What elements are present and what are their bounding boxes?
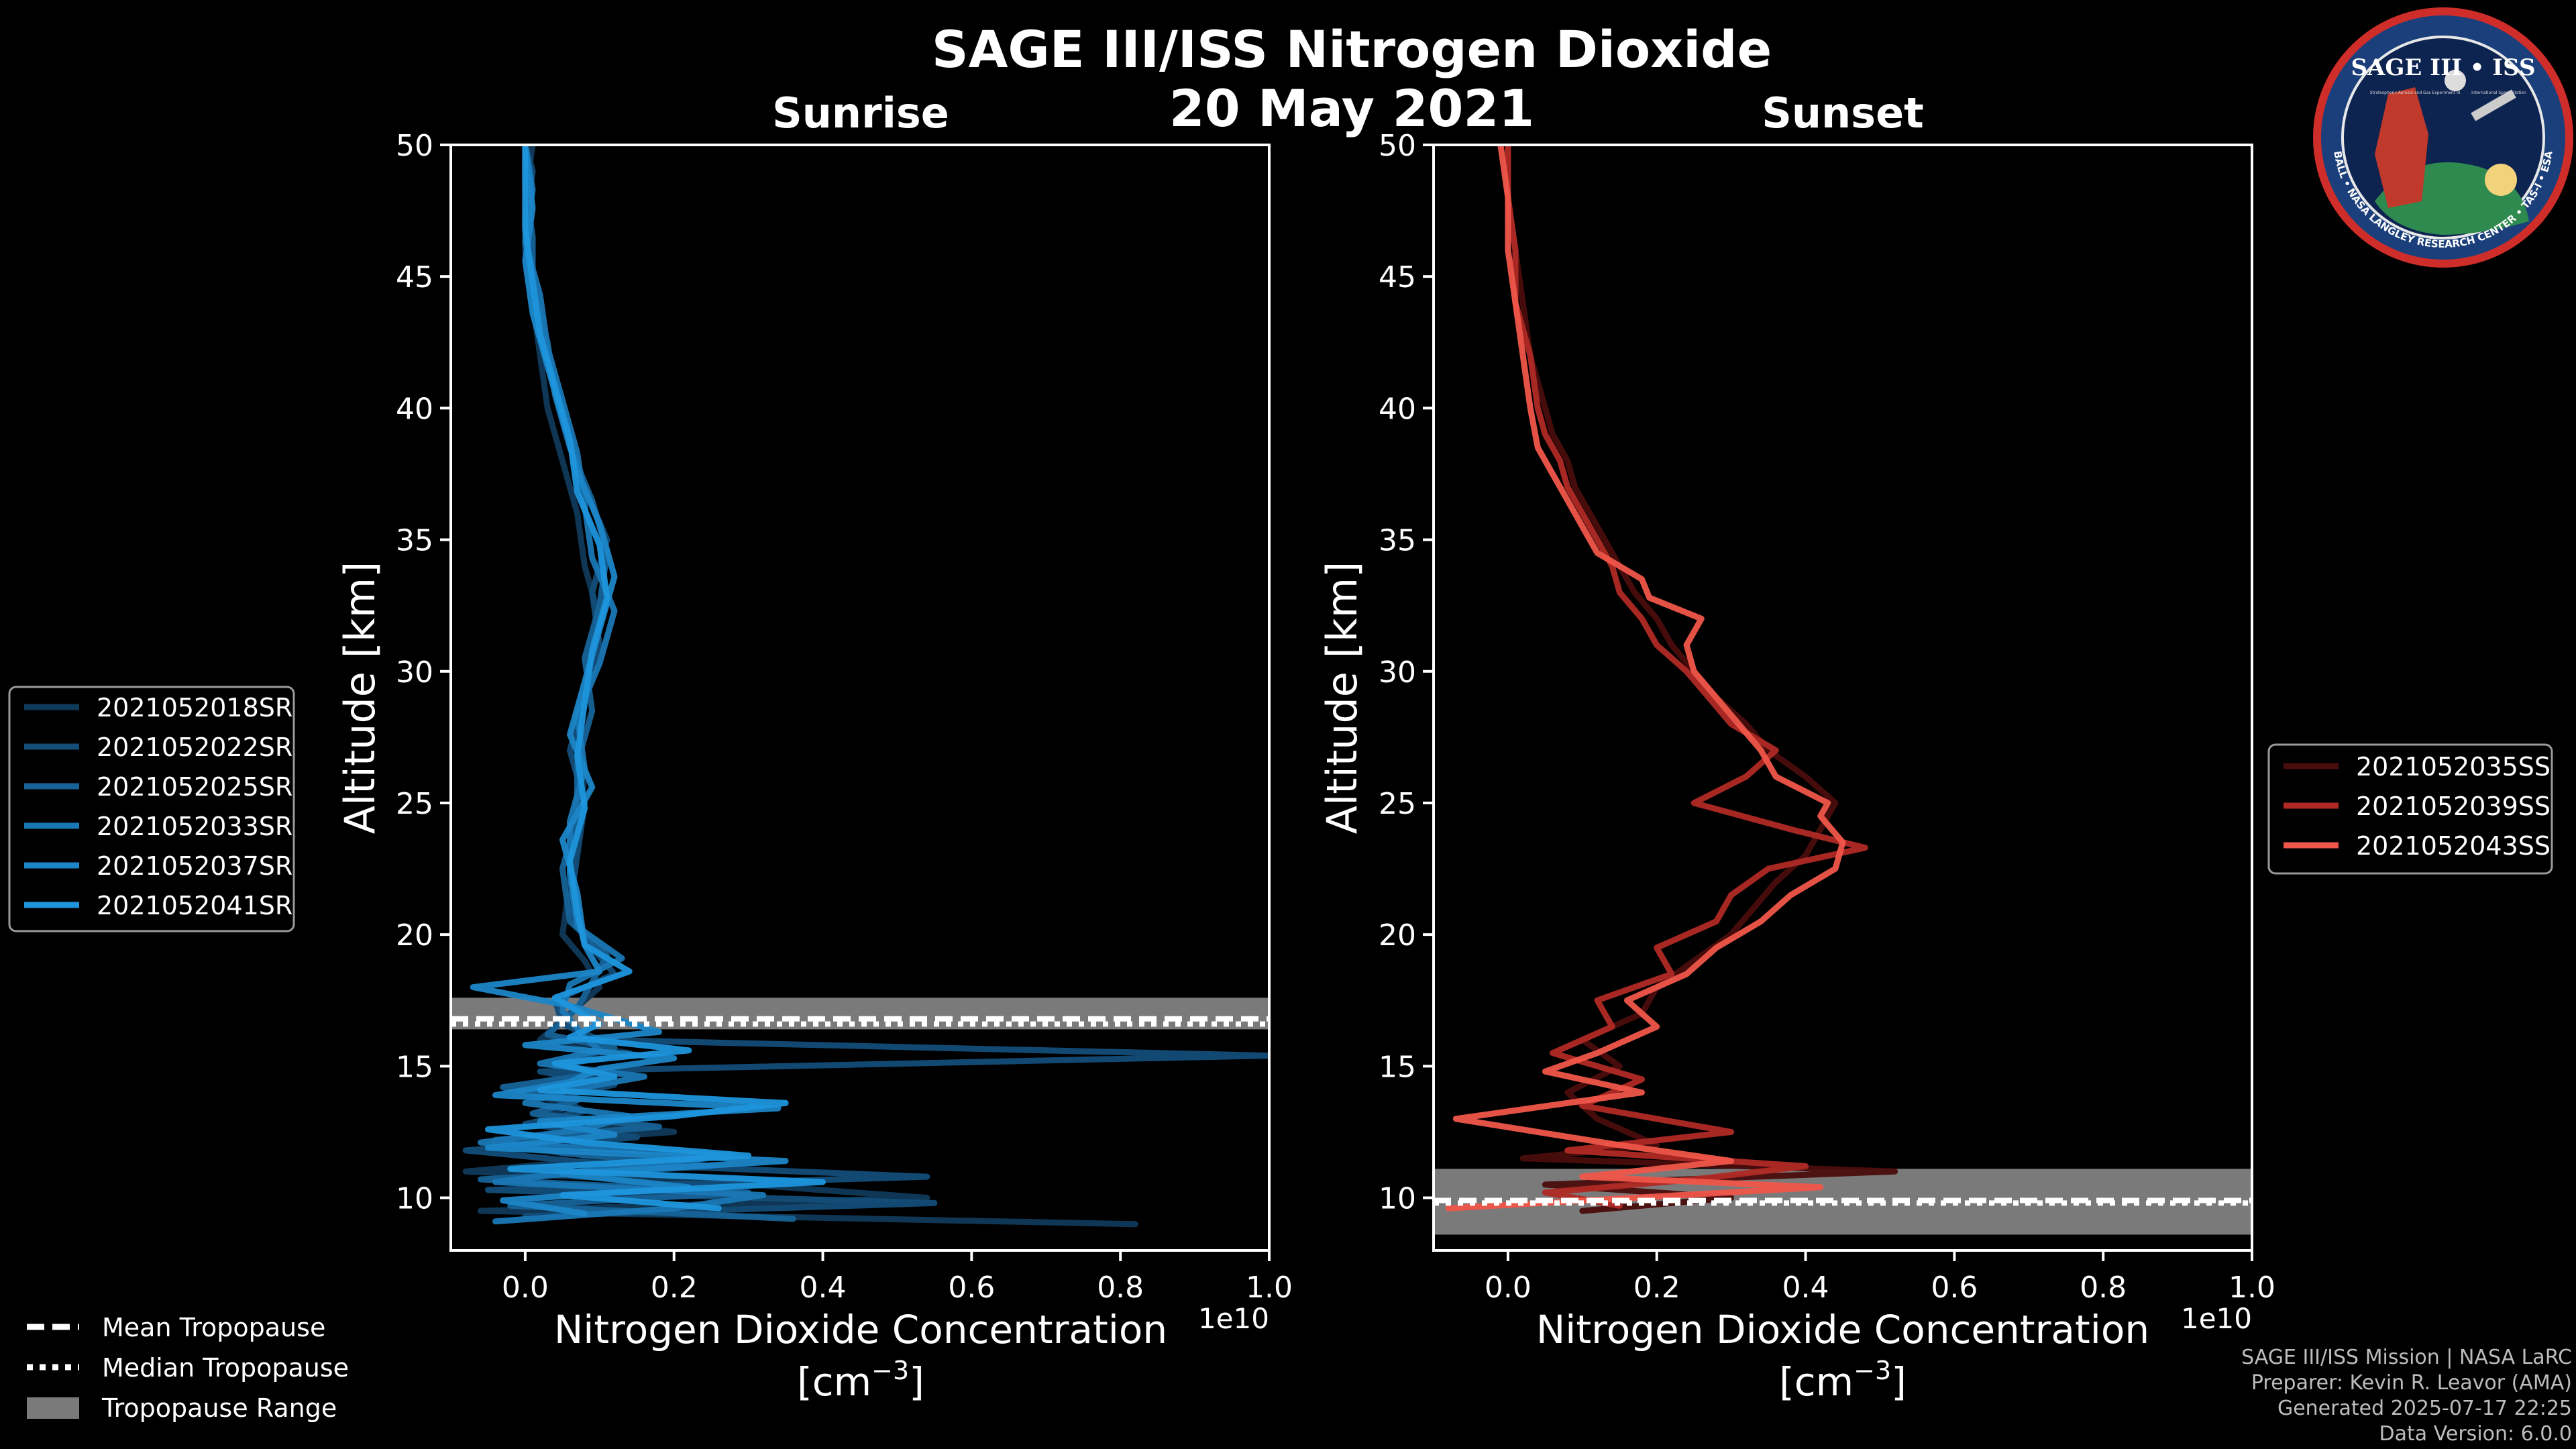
sunrise-legend-label-2021052033SR: 2021052033SR <box>97 812 292 841</box>
sunrise-x-tick-label: 0.4 <box>800 1271 847 1305</box>
logo-title: SAGE III • ISS <box>2351 54 2535 81</box>
sunrise-x-tick-label: 1.0 <box>1246 1271 1293 1305</box>
sunset-legend-box <box>2267 743 2553 875</box>
sunrise-x-tick-label: 0.0 <box>502 1271 549 1305</box>
sunset-y-tick-label: 45 <box>1379 260 1416 294</box>
sunset-offset-label: 1e10 <box>2181 1302 2252 1335</box>
sunset-panel: Sunset 0.0 0.2 0.4 0.6 0.8 1.0 10 15 20 25 30 35 40… <box>1318 89 2275 1405</box>
sunset-y-ticks: 10 15 20 25 30 35 40 45 50 <box>1379 129 1434 1216</box>
median-tropopause-label: Median Tropopause <box>102 1353 349 1383</box>
sunset-y-tick-label: 15 <box>1379 1050 1416 1084</box>
sunrise-legend-label-2021052041SR: 2021052041SR <box>97 891 292 920</box>
sunset-x-axis-label: Nitrogen Dioxide Concentration <box>1536 1307 2149 1352</box>
tropopause-range-swatch <box>27 1397 79 1419</box>
credits-version: Data Version: 6.0.0 <box>2379 1422 2572 1446</box>
sunrise-x-tick-label: 0.6 <box>948 1271 995 1305</box>
sunrise-legend-label-2021052025SR: 2021052025SR <box>97 772 292 802</box>
sunset-legend-label-2021052039SS: 2021052039SS <box>2356 792 2551 821</box>
credits-block: SAGE III/ISS Mission | NASA LaRC Prepare… <box>2241 1345 2572 1447</box>
sunset-y-tick-label: 25 <box>1379 787 1416 821</box>
sunrise-panel: Sunrise 0.0 0.2 0.4 0.6 0.8 1.0 10 15 20 25 30 35 4… <box>335 89 1293 1405</box>
sunset-series-layer <box>1445 145 1898 1214</box>
sunset-x-ticks: 0.0 0.2 0.4 0.6 0.8 1.0 <box>1485 1250 2275 1305</box>
sunset-x-tick-label: 0.4 <box>1782 1271 1829 1305</box>
sunset-y-tick-label: 40 <box>1379 392 1416 426</box>
sunrise-legend-label-2021052037SR: 2021052037SR <box>97 851 292 881</box>
sunset-legend: 2021052035SS 2021052039SS 2021052043SS <box>2267 743 2553 875</box>
sunrise-y-tick-label: 15 <box>396 1050 433 1084</box>
sunset-y-tick-label: 20 <box>1379 918 1416 953</box>
sunrise-legend: 2021052018SR 2021052022SR 2021052025SR 2021… <box>8 686 295 932</box>
sunrise-x-axis-label: Nitrogen Dioxide Concentration <box>554 1307 1167 1352</box>
tropopause-range-label: Tropopause Range <box>101 1393 337 1423</box>
sunrise-panel-title: Sunrise <box>772 89 949 138</box>
sunrise-y-tick-label: 10 <box>396 1182 433 1216</box>
sunrise-y-tick-label: 35 <box>396 524 433 558</box>
sunrise-legend-label-2021052022SR: 2021052022SR <box>97 733 292 762</box>
mean-tropopause-label: Mean Tropopause <box>102 1313 325 1342</box>
sunrise-x-ticks: 0.0 0.2 0.4 0.6 0.8 1.0 <box>502 1250 1293 1305</box>
sunset-tropopause-lines <box>1434 1197 2252 1206</box>
sunset-y-axis-label: Altitude [km] <box>1318 561 1366 835</box>
sunset-y-tick-label: 30 <box>1379 655 1416 690</box>
sunrise-tropopause-lines <box>451 1016 1269 1027</box>
logo-moon-icon <box>2445 70 2466 91</box>
sunrise-units-base: [cm <box>797 1359 871 1405</box>
sage-iii-iss-logo: SAGE III • ISS Stratospheric Aerosol and… <box>2313 7 2573 268</box>
logo-sun-icon <box>2485 164 2517 196</box>
credits-mission: SAGE III/ISS Mission | NASA LaRC <box>2241 1346 2572 1369</box>
sunrise-y-tick-label: 45 <box>396 260 433 294</box>
credits-preparer: Preparer: Kevin R. Leavor (AMA) <box>2251 1371 2572 1395</box>
sunset-panel-title: Sunset <box>1762 89 1924 138</box>
logo-subtitle-left: Stratospheric Aerosol and Gas Experiment… <box>2370 91 2461 95</box>
sunset-plot-frame <box>1432 144 2253 1252</box>
logo-subtitle-right: International Space Station <box>2471 91 2526 95</box>
sunset-y-tick-label: 50 <box>1379 129 1416 163</box>
sunset-x-tick-label: 1.0 <box>2229 1271 2275 1305</box>
sunrise-y-tick-label: 50 <box>396 129 433 163</box>
sunrise-y-tick-label: 40 <box>396 392 433 426</box>
sunset-legend-label-2021052043SS: 2021052043SS <box>2356 831 2551 861</box>
sunrise-y-tick-label: 30 <box>396 655 433 690</box>
credits-generated: Generated 2025-07-17 22:25 <box>2277 1397 2572 1420</box>
tropopause-legend: Mean Tropopause Median Tropopause Tropop… <box>27 1313 349 1423</box>
sunset-units-sup: −3 <box>1854 1356 1891 1385</box>
sunset-x-tick-label: 0.6 <box>1931 1271 1978 1305</box>
sunrise-series-2021052041SR <box>485 145 826 1212</box>
sunset-x-tick-label: 0.2 <box>1633 1271 1680 1305</box>
sunset-legend-entries: 2021052035SS 2021052039SS 2021052043SS <box>2284 752 2551 861</box>
sunset-series-2021052043SS <box>1445 145 1846 1212</box>
sunrise-x-axis-units: [cm−3] <box>797 1356 924 1405</box>
sunset-units-close: ] <box>1891 1359 1907 1405</box>
sunrise-legend-box <box>8 686 295 932</box>
sunset-x-tick-label: 0.0 <box>1485 1271 1532 1305</box>
sunrise-plot-frame <box>449 144 1271 1252</box>
sunset-plot-background <box>1434 145 2252 1250</box>
logo-station-icon <box>2471 89 2516 121</box>
sunrise-series-layer <box>462 145 1269 1228</box>
sunrise-legend-entries: 2021052018SR 2021052022SR 2021052025SR 2021… <box>24 693 292 920</box>
sunrise-y-tick-label: 25 <box>396 787 433 821</box>
date-title: 20 May 2021 <box>1169 78 1534 138</box>
sunrise-legend-label-2021052018SR: 2021052018SR <box>97 693 292 722</box>
sunset-x-tick-label: 0.8 <box>2080 1271 2127 1305</box>
sunset-x-axis-units: [cm−3] <box>1779 1356 1907 1405</box>
sunrise-y-tick-label: 20 <box>396 918 433 953</box>
sunset-units-base: [cm <box>1779 1359 1854 1405</box>
logo-figure-icon <box>2375 87 2428 208</box>
sunrise-units-sup: −3 <box>871 1356 909 1385</box>
sunrise-offset-label: 1e10 <box>1198 1302 1269 1335</box>
sunset-y-tick-label: 35 <box>1379 524 1416 558</box>
main-title: SAGE III/ISS Nitrogen Dioxide <box>932 19 1772 79</box>
sunset-series-2021052035SS <box>1505 145 1898 1214</box>
sunrise-units-close: ] <box>909 1359 924 1405</box>
sunrise-y-axis-label: Altitude [km] <box>335 561 384 835</box>
sunset-y-tick-label: 10 <box>1379 1182 1416 1216</box>
sunrise-y-ticks: 10 15 20 25 30 35 40 45 50 <box>396 129 451 1216</box>
sunrise-x-tick-label: 0.2 <box>651 1271 698 1305</box>
sunset-legend-label-2021052035SS: 2021052035SS <box>2356 752 2551 782</box>
sunrise-x-tick-label: 0.8 <box>1097 1271 1144 1305</box>
